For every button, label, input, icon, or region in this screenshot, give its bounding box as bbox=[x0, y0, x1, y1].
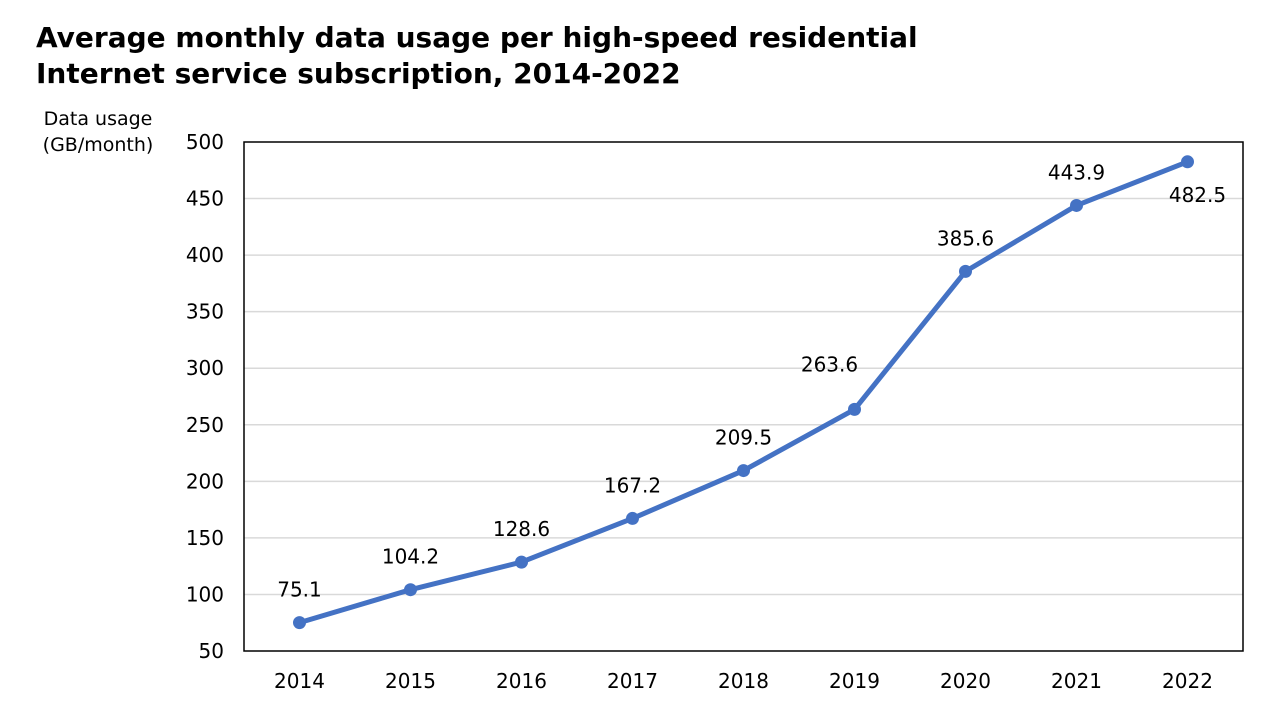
x-tick-label: 2018 bbox=[718, 669, 769, 693]
x-tick-label: 2020 bbox=[940, 669, 991, 693]
y-tick-label: 300 bbox=[186, 356, 224, 380]
chart-title-line-1: Average monthly data usage per high-spee… bbox=[36, 21, 918, 54]
y-tick-label: 400 bbox=[186, 243, 224, 267]
data-point-2015 bbox=[404, 583, 417, 597]
x-tick-label: 2017 bbox=[607, 669, 658, 693]
y-tick-label: 500 bbox=[186, 130, 224, 154]
data-point-2016 bbox=[515, 555, 528, 569]
data-label-2020: 385.6 bbox=[937, 226, 994, 250]
data-point-2021 bbox=[1070, 198, 1083, 212]
data-point-2017 bbox=[626, 511, 639, 525]
chart-title: Average monthly data usage per high-spee… bbox=[36, 20, 918, 92]
data-label-2022: 482.5 bbox=[1169, 183, 1226, 207]
x-tick-label: 2019 bbox=[829, 669, 880, 693]
data-label-2019: 263.6 bbox=[801, 352, 858, 376]
y-tick-label: 200 bbox=[186, 469, 224, 493]
y-axis-label-line-1: Data usage bbox=[43, 108, 153, 130]
data-point-2018 bbox=[737, 464, 750, 478]
data-point-2022 bbox=[1181, 155, 1194, 169]
y-tick-label: 250 bbox=[186, 413, 224, 437]
x-tick-label: 2022 bbox=[1162, 669, 1213, 693]
data-label-2017: 167.2 bbox=[604, 473, 661, 497]
plot-area-border bbox=[243, 141, 1244, 652]
data-point-2020 bbox=[959, 264, 972, 278]
y-axis-label: Data usage (GB/month) bbox=[18, 106, 178, 158]
y-tick-label: 450 bbox=[186, 187, 224, 211]
data-point-2019 bbox=[848, 402, 861, 416]
y-tick-label: 100 bbox=[186, 582, 224, 606]
data-point-2014 bbox=[293, 616, 306, 630]
y-tick-label: 350 bbox=[186, 300, 224, 324]
data-label-2018: 209.5 bbox=[715, 426, 772, 450]
x-tick-label: 2016 bbox=[496, 669, 547, 693]
data-label-2014: 75.1 bbox=[277, 578, 322, 602]
x-tick-label: 2015 bbox=[385, 669, 436, 693]
data-label-2015: 104.2 bbox=[382, 545, 439, 569]
x-tick-label: 2021 bbox=[1051, 669, 1102, 693]
data-label-2021: 443.9 bbox=[1048, 160, 1105, 184]
x-tick-label: 2014 bbox=[274, 669, 325, 693]
data-label-2016: 128.6 bbox=[493, 517, 550, 541]
y-tick-label: 150 bbox=[186, 526, 224, 550]
chart-title-line-2: Internet service subscription, 2014-2022 bbox=[36, 57, 681, 90]
y-axis-label-line-2: (GB/month) bbox=[42, 134, 154, 156]
y-tick-label: 50 bbox=[199, 639, 224, 663]
